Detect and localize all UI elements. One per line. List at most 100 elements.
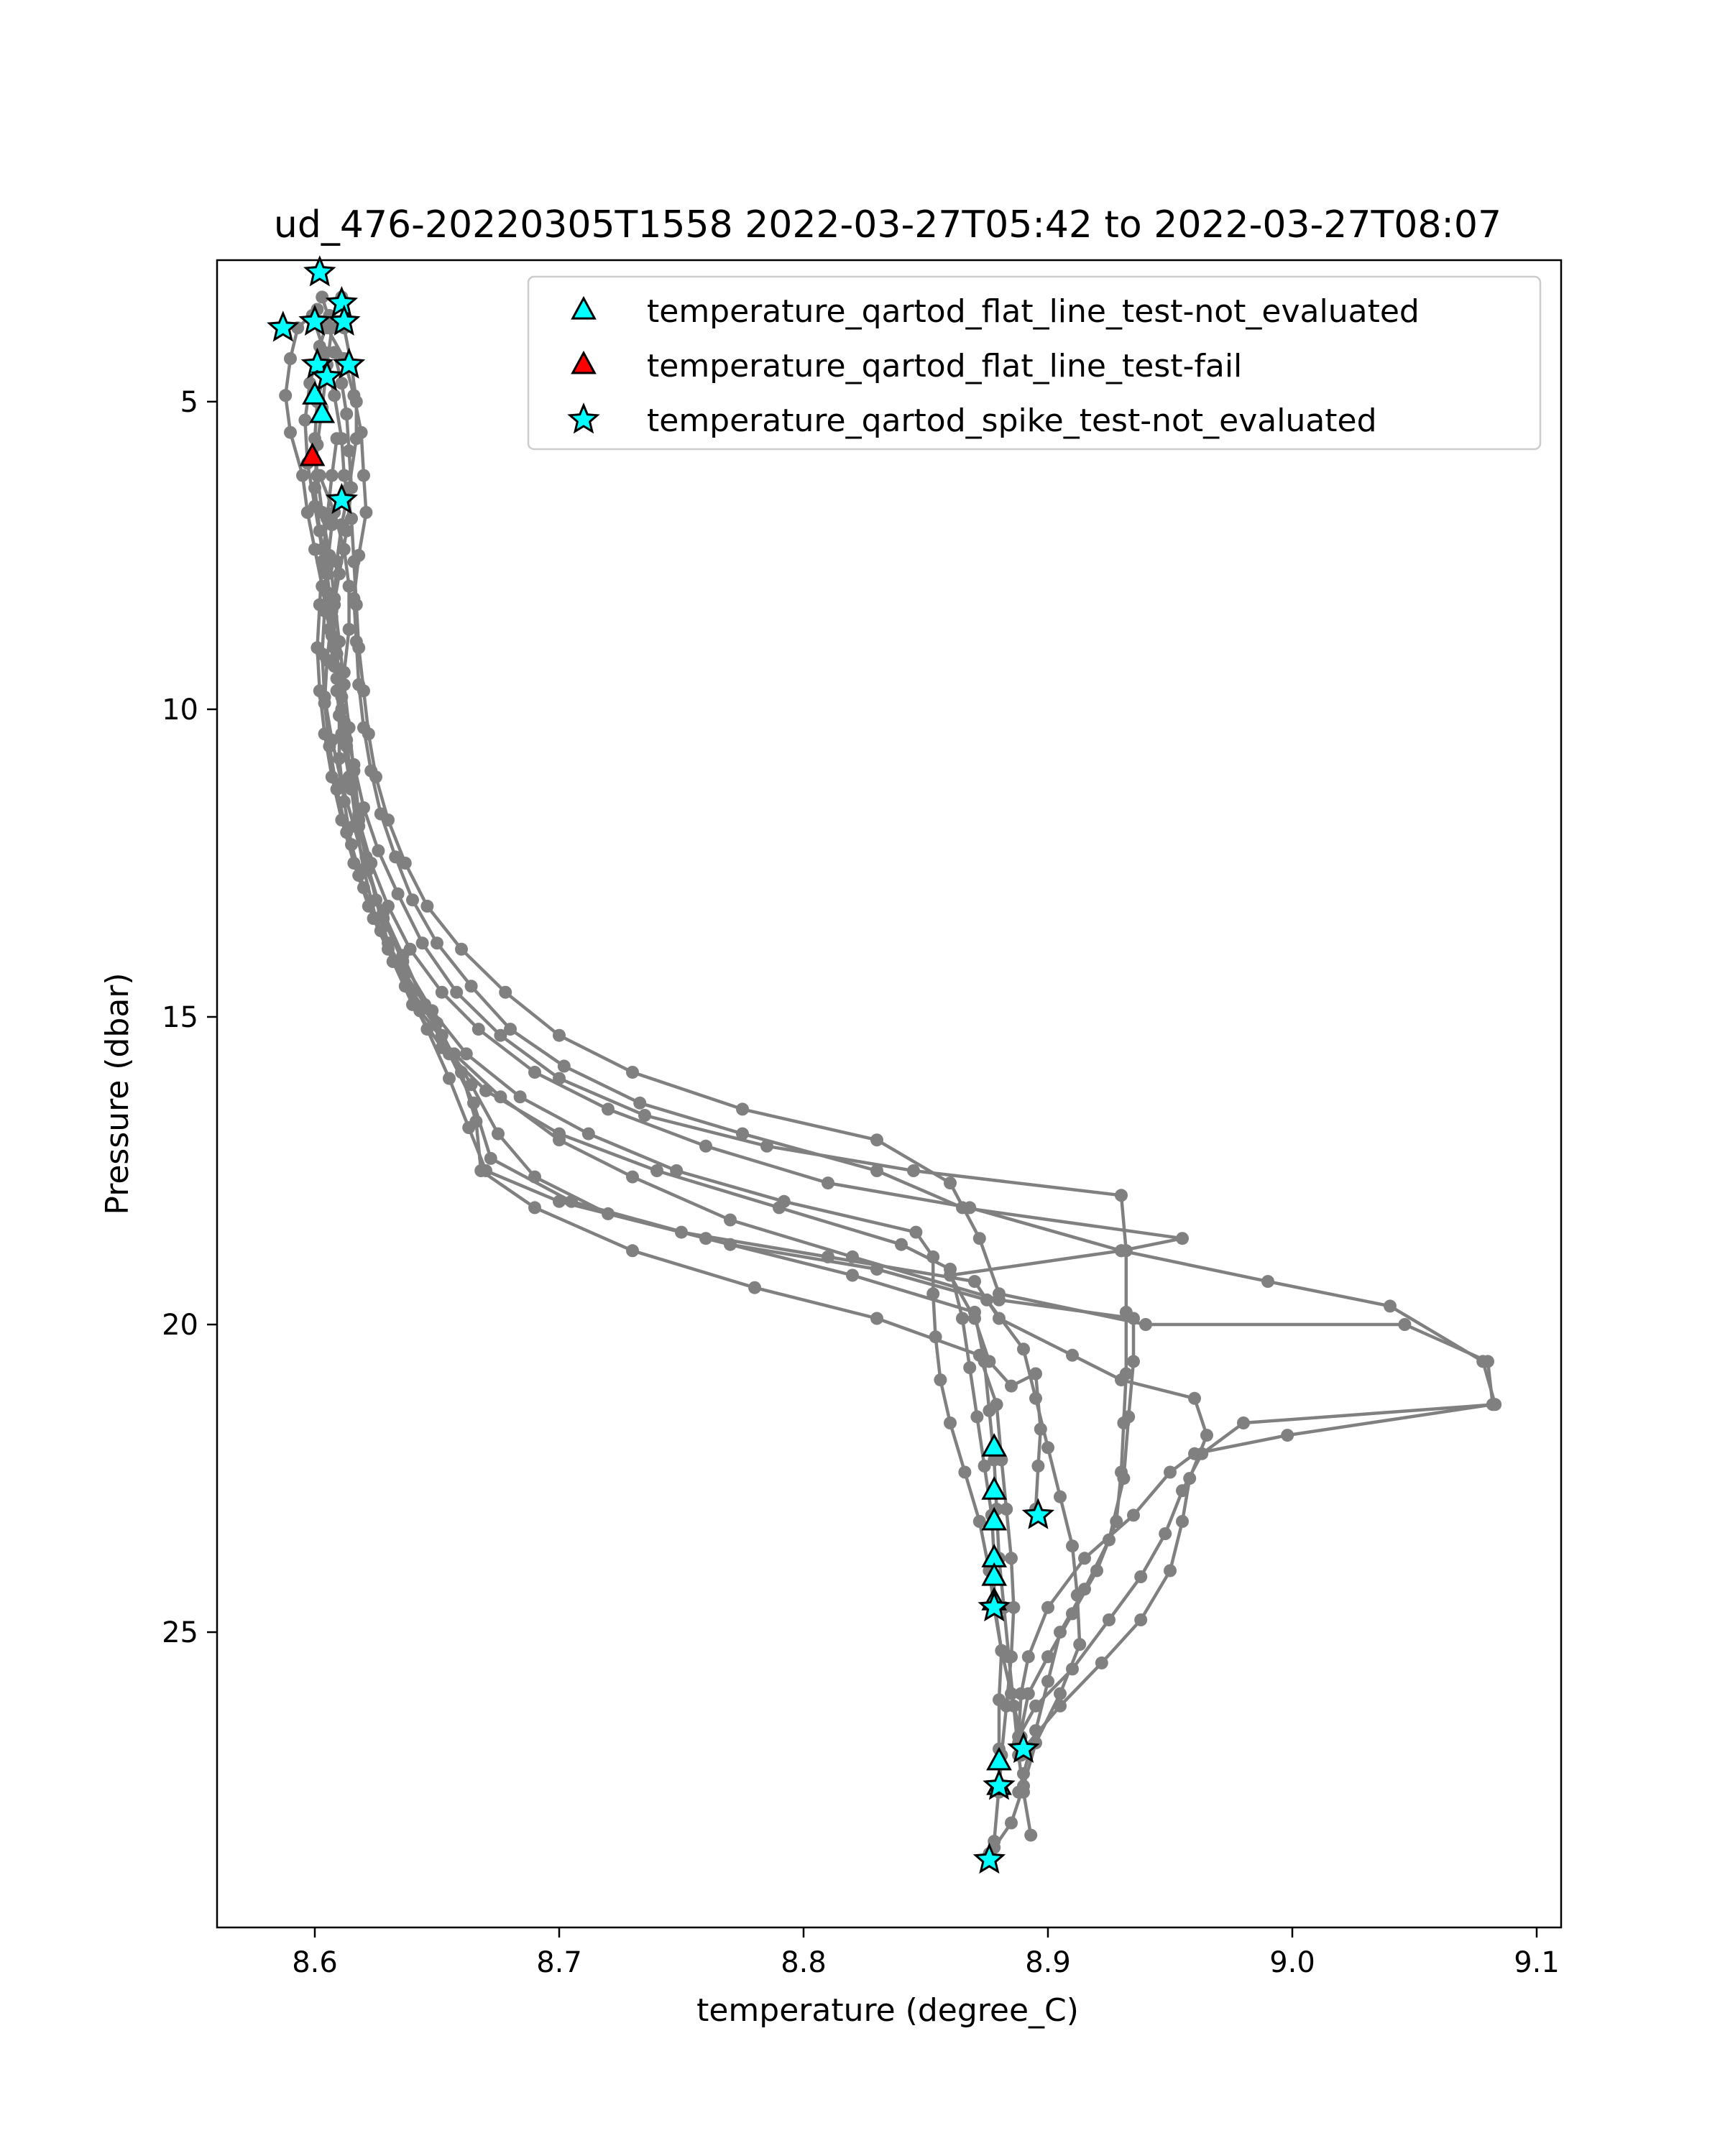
profile-point: [972, 1232, 986, 1245]
profile-point: [963, 1201, 977, 1215]
profile-point: [553, 1194, 566, 1208]
profile-point: [316, 647, 329, 660]
profile-point: [337, 543, 351, 556]
profile-point: [909, 1225, 923, 1239]
flat-line-not-evaluated-marker: [981, 1506, 1008, 1531]
profile-point: [359, 850, 373, 864]
profile-point: [581, 1127, 595, 1141]
profile-point: [357, 469, 370, 482]
profile-point: [1021, 1650, 1035, 1664]
profile-point: [1090, 1564, 1103, 1577]
profile-point: [1024, 1828, 1038, 1842]
profile-point: [993, 1312, 1006, 1325]
profile-point: [1041, 1650, 1054, 1664]
profile-point: [347, 857, 361, 870]
profile-point: [1237, 1416, 1250, 1429]
profile-point: [846, 1268, 859, 1282]
y-axis: 5 10 15 20 25: [162, 386, 217, 1649]
chart-title: ud_476-20220305T1558 2022-03-27T05:42 to…: [274, 203, 1501, 247]
profile-point: [565, 1194, 578, 1208]
profile-point: [944, 1268, 957, 1282]
profile-point: [638, 1109, 651, 1122]
profile-point: [1176, 1484, 1189, 1498]
profile-point: [1489, 1398, 1502, 1411]
profile-point: [1176, 1515, 1189, 1528]
profile-point: [736, 1127, 749, 1141]
profile-point: [1078, 1552, 1091, 1565]
profile-point: [330, 432, 344, 446]
profile-point: [420, 1023, 434, 1036]
profile-point: [870, 1164, 883, 1177]
profile-point: [492, 1127, 505, 1141]
profile-point: [1188, 1391, 1201, 1405]
profile-point: [1070, 1588, 1084, 1602]
profile-point: [284, 352, 297, 365]
profile-point: [760, 1139, 773, 1153]
legend: temperature_qartod_flat_line_test-not_ev…: [527, 275, 1542, 451]
profile-point: [308, 432, 321, 446]
profile-point: [1066, 1539, 1079, 1553]
profile-point: [553, 1072, 566, 1085]
profile-point: [1164, 1564, 1177, 1577]
profile-point: [1281, 1429, 1294, 1442]
profile-point: [528, 1066, 541, 1079]
profile-point: [1054, 1699, 1067, 1713]
profile-point: [406, 893, 419, 907]
profile-point: [337, 678, 351, 691]
profile-point: [988, 1453, 1001, 1467]
profile-point: [993, 1293, 1006, 1307]
profile-point: [1054, 1626, 1067, 1639]
profile-point: [1021, 1687, 1035, 1700]
y-tick-label: 20: [162, 1309, 198, 1342]
profile-point: [1031, 1459, 1045, 1473]
profile-point: [513, 1090, 527, 1104]
profile-point: [499, 985, 512, 999]
profile-point: [626, 1066, 639, 1079]
profile-point: [699, 1232, 712, 1245]
legend-marker-triangle: [571, 295, 597, 320]
y-tick-label: 15: [162, 1001, 198, 1034]
profile-point: [382, 942, 395, 956]
profile-point: [328, 591, 341, 605]
profile-point: [1002, 1650, 1016, 1664]
flat-line-not-evaluated-marker: [309, 399, 336, 423]
profile-point: [352, 678, 366, 691]
profile-point: [822, 1250, 834, 1263]
profile-point: [983, 1404, 996, 1417]
profile-point: [934, 1373, 947, 1387]
profile-point: [1054, 1687, 1067, 1700]
profile-point: [415, 936, 429, 950]
spike-not-evaluated-marker: [298, 304, 331, 336]
profile-point: [357, 721, 370, 734]
profile-point: [1134, 1613, 1148, 1626]
profile-point: [325, 770, 339, 784]
profile-point: [1127, 1508, 1140, 1522]
spike-not-evaluated-marker: [328, 304, 361, 336]
profile-point: [352, 807, 366, 821]
x-axis-label: temperature (degree_C): [696, 1992, 1079, 2029]
profile-point: [1127, 1355, 1140, 1368]
y-axis-label: Pressure (dbar): [99, 972, 136, 1215]
profile-point: [870, 1312, 883, 1325]
profile-point: [333, 567, 346, 581]
profile-point: [1183, 1472, 1197, 1485]
spike-not-evaluated-marker: [972, 1842, 1006, 1874]
profile-point: [675, 1225, 688, 1239]
profile-point: [1034, 1422, 1047, 1436]
profile-point: [1041, 1441, 1054, 1455]
profile-point: [1017, 1785, 1030, 1799]
profile-point: [349, 635, 363, 648]
profile-point: [474, 1164, 488, 1177]
x-tick-label: 8.8: [781, 1946, 827, 1979]
profile-point: [313, 524, 326, 538]
spike-not-evaluated-marker: [303, 255, 336, 287]
profile-point: [670, 1164, 684, 1177]
profile-points: [279, 290, 1502, 1861]
profile-point: [367, 912, 380, 925]
profile-point: [357, 881, 370, 895]
profile-point: [1117, 1472, 1131, 1485]
profile-point: [342, 622, 356, 636]
profile-point: [1005, 1816, 1018, 1830]
profile-point: [1103, 1533, 1116, 1547]
profile-point: [464, 1078, 478, 1092]
